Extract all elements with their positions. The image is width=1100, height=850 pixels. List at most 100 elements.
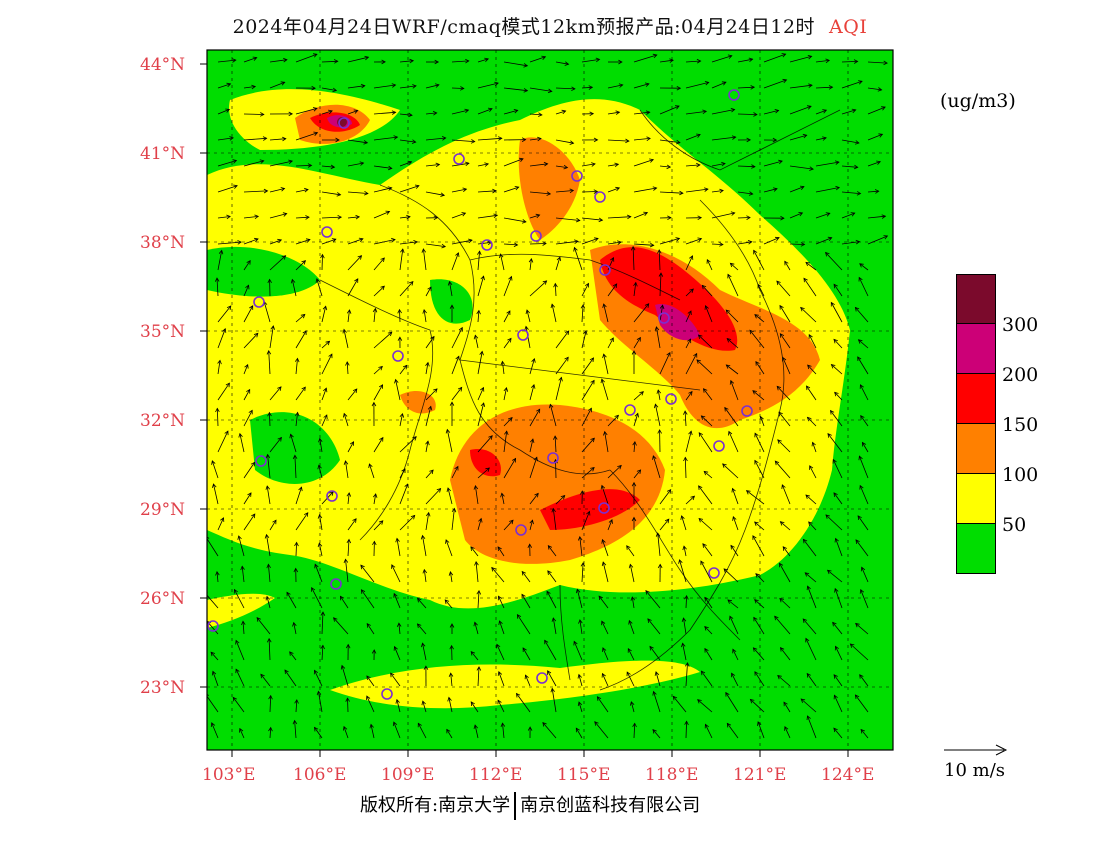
wind-arrow-head	[593, 137, 599, 143]
wind-arrow-head	[610, 256, 615, 262]
wind-arrow-head	[524, 325, 529, 331]
wind-arrow	[630, 701, 635, 713]
wind-arrow-head	[854, 306, 860, 312]
wind-arrow	[633, 111, 650, 115]
wind-arrow	[321, 165, 335, 168]
wind-arrow-head	[704, 647, 709, 653]
wind-arrow-head	[800, 698, 806, 703]
colorbar	[956, 274, 996, 574]
wind-arrow-head	[355, 214, 361, 220]
wind-arrow	[602, 562, 609, 583]
wind-arrow	[295, 330, 307, 349]
wind-arrow	[399, 216, 411, 219]
wind-arrow-head	[409, 58, 415, 64]
wind-arrow	[217, 360, 221, 375]
wind-arrow	[529, 493, 539, 505]
wind-arrow	[340, 596, 349, 609]
wind-arrow-head	[332, 87, 338, 93]
wind-arrow	[659, 238, 680, 245]
wind-arrow	[451, 162, 469, 167]
colorbar-segment-moderate	[956, 474, 996, 524]
wind-arrow-head	[400, 248, 405, 253]
wind-arrow-head	[368, 463, 373, 468]
wind-arrow	[217, 216, 231, 219]
wind-arrow	[475, 485, 479, 505]
wind-arrow	[725, 692, 739, 713]
wind-arrow	[451, 87, 464, 89]
wind-arrow	[633, 212, 648, 219]
wind-arrow	[555, 139, 574, 144]
wind-arrow-head	[773, 187, 778, 192]
wind-arrow	[700, 560, 713, 583]
wind-arrow-head	[535, 213, 541, 219]
wind-arrow-head	[601, 561, 607, 567]
wind-arrow	[807, 586, 817, 609]
wind-arrow	[425, 336, 435, 349]
wind-arrow-head	[542, 721, 547, 727]
wind-arrow	[425, 164, 440, 167]
wind-arrow-head	[484, 162, 490, 167]
wind-arrow	[347, 191, 368, 194]
wind-arrow	[395, 379, 401, 401]
wind-arrow-head	[525, 309, 530, 315]
wind-arrow	[633, 391, 644, 401]
wind-arrow	[832, 622, 843, 635]
wind-arrow-head	[774, 109, 780, 114]
wind-arrow-head	[492, 188, 497, 194]
wind-arrow-head	[371, 649, 377, 654]
wind-arrow	[655, 404, 661, 427]
wind-arrow	[555, 495, 565, 505]
wind-arrow	[753, 647, 765, 661]
wind-arrow-head	[226, 305, 232, 310]
wind-arrow-head	[681, 642, 686, 648]
wind-arrow-head	[700, 560, 705, 566]
wind-arrow-head	[806, 385, 811, 391]
wind-arrow-head	[484, 57, 490, 62]
wind-arrow	[581, 408, 592, 427]
wind-arrow	[697, 699, 713, 713]
wind-arrow	[318, 543, 323, 557]
wind-arrow-head	[479, 350, 484, 356]
wind-arrow	[860, 729, 869, 739]
wind-arrow-head	[859, 588, 865, 594]
wind-arrow-head	[235, 668, 240, 674]
wind-arrow-head	[680, 515, 685, 520]
wind-arrow	[373, 211, 390, 219]
lon-label: 106°E	[293, 765, 347, 785]
wind-arrow-head	[317, 513, 323, 519]
wind-arrow	[841, 212, 855, 219]
wind-arrow	[217, 137, 234, 141]
wind-arrow-head	[218, 249, 224, 255]
wind-arrow	[373, 493, 377, 505]
wind-arrow	[579, 619, 583, 635]
wind-arrow	[243, 285, 249, 297]
wind-arrow-head	[779, 521, 785, 526]
wind-arrow	[445, 539, 453, 557]
lon-label: 118°E	[645, 765, 699, 785]
wind-arrow	[321, 254, 323, 271]
wind-arrow	[256, 617, 271, 635]
wind-arrow-head	[449, 623, 455, 628]
wind-arrow	[347, 492, 350, 505]
colorbar-segment-hazardous	[956, 274, 996, 324]
wind-arrow-head	[340, 664, 346, 670]
wind-arrow-head	[454, 465, 459, 471]
wind-arrow	[238, 535, 245, 557]
wind-arrow-head	[745, 490, 751, 495]
wind-arrow-head	[541, 55, 547, 60]
wind-arrow-head	[754, 521, 759, 526]
wind-arrow	[749, 330, 765, 349]
station-markers	[207, 89, 753, 700]
wind-arrow	[757, 721, 765, 739]
wind-arrow	[477, 402, 485, 427]
wind-arrow-head	[701, 284, 707, 290]
wind-arrow	[314, 727, 323, 739]
colorbar-segment-unhealthy-sensitive	[956, 424, 996, 474]
wind-arrow-head	[343, 725, 348, 731]
wind-arrow-head	[700, 670, 706, 676]
wind-arrow-head	[802, 618, 808, 623]
wind-arrow-head	[349, 441, 354, 446]
wind-arrow-head	[231, 58, 237, 63]
wind-arrow	[806, 385, 817, 401]
wind-arrow	[243, 216, 259, 219]
